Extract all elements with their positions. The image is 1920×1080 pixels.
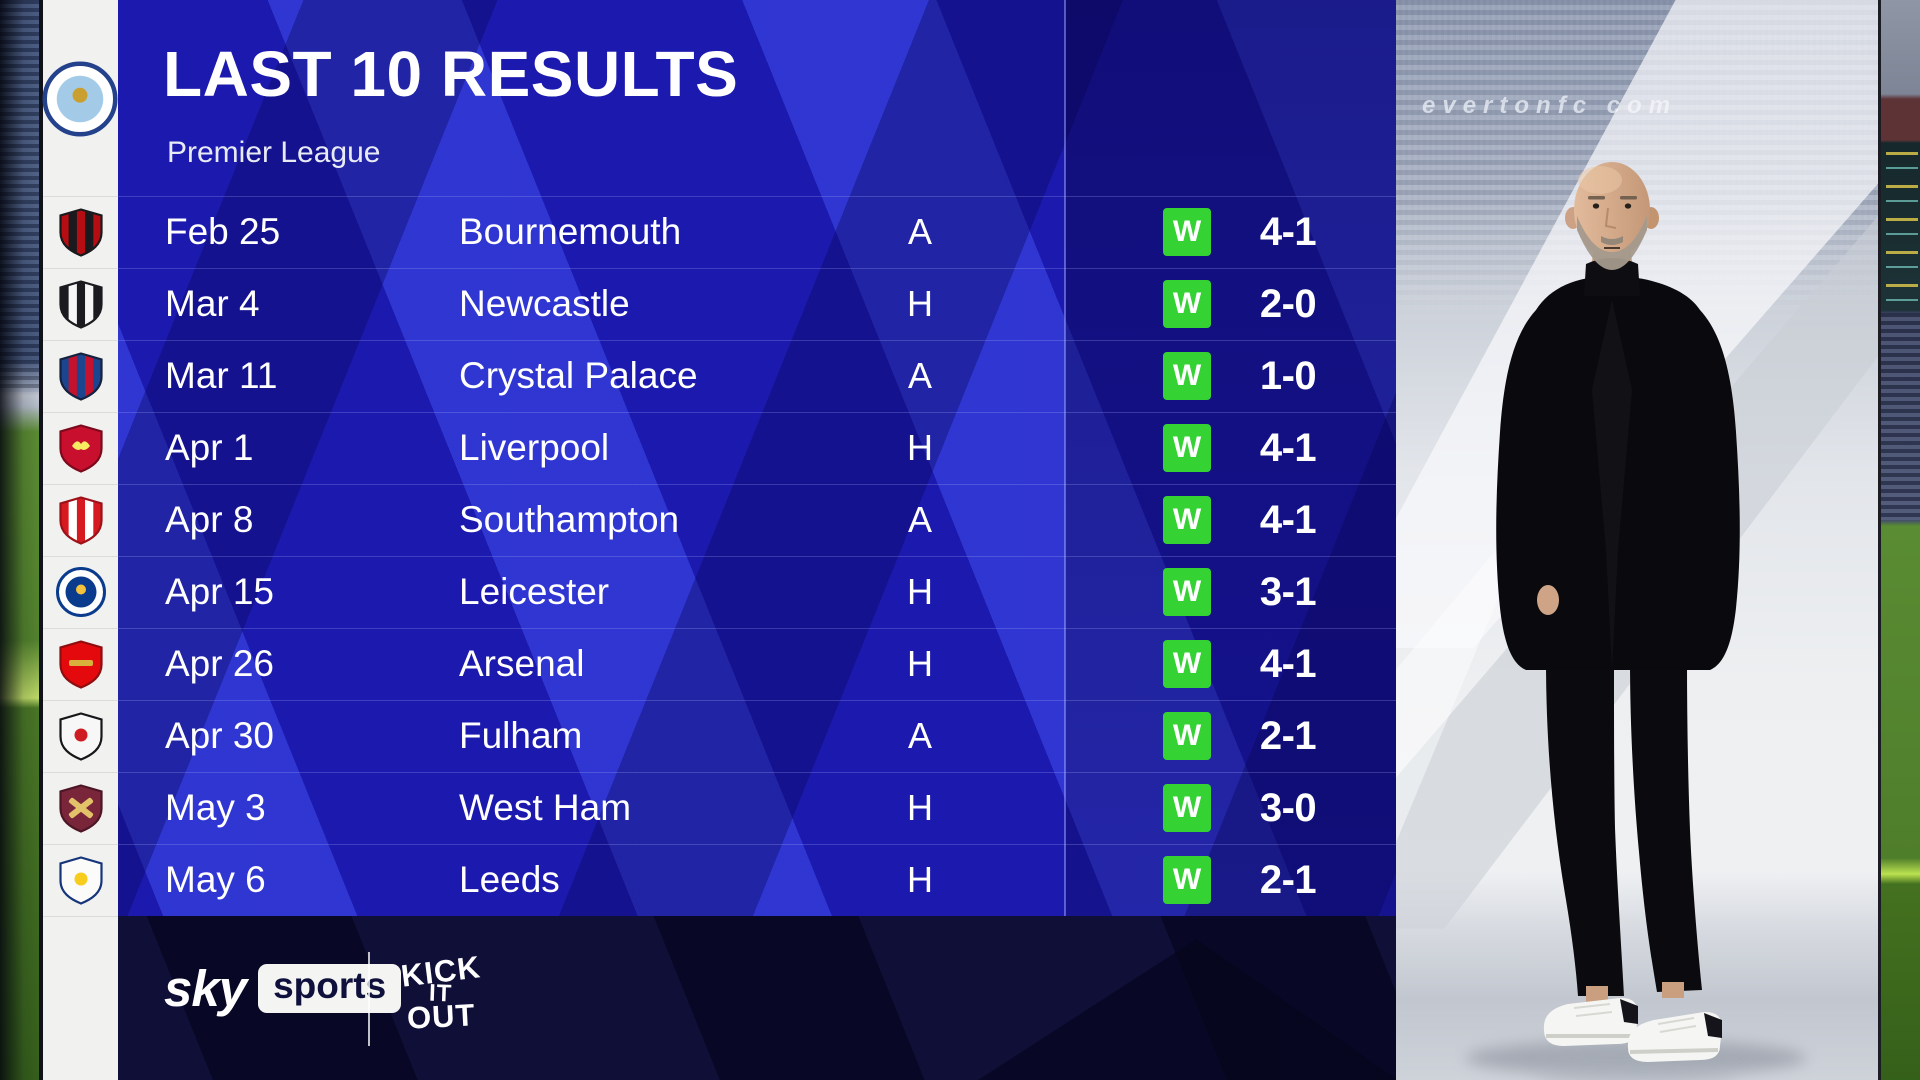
match-score: 2-1 <box>1259 714 1317 758</box>
liverpool-crest-icon <box>43 412 118 484</box>
result-row: Apr 8 Southampton A W 4-1 <box>118 484 1396 556</box>
opponent-name: Arsenal <box>459 643 585 684</box>
opponent-name: Fulham <box>459 715 583 756</box>
match-date: Apr 30 <box>165 715 275 756</box>
result-badge: W <box>1163 208 1211 256</box>
west-ham-crest-icon <box>43 772 118 844</box>
kick-it-out-logo: KICK IT OUT <box>392 944 490 1044</box>
opponent-name: Liverpool <box>459 427 610 468</box>
leeds-crest-icon <box>43 844 118 916</box>
manchester-city-crest-icon <box>41 60 119 138</box>
newcastle-crest-icon <box>43 268 118 340</box>
result-badge: W <box>1163 640 1211 688</box>
match-score: 4-1 <box>1259 426 1317 470</box>
result-badge: W <box>1163 352 1211 400</box>
venue-indicator: A <box>907 355 932 396</box>
match-score: 1-0 <box>1259 354 1317 398</box>
opponent-name: Leeds <box>459 859 560 900</box>
sky-sports-logo: sky sports <box>164 958 402 1018</box>
result-row: Apr 26 Arsenal H W 4-1 <box>118 628 1396 700</box>
match-score: 3-0 <box>1259 786 1317 830</box>
kick-it-out-word-3: OUT <box>405 997 477 1036</box>
result-badge: W <box>1163 856 1211 904</box>
match-score: 4-1 <box>1259 642 1317 686</box>
venue-indicator: H <box>907 571 933 612</box>
match-score: 4-1 <box>1259 498 1317 542</box>
fulham-crest-icon <box>43 700 118 772</box>
result-row: May 6 Leeds H W 2-1 <box>118 844 1396 916</box>
footer-chevron-shape <box>978 938 1396 1080</box>
venue-indicator: A <box>907 715 932 756</box>
bournemouth-crest-icon <box>43 196 118 268</box>
page-title: LAST 10 RESULTS <box>163 38 739 110</box>
sports-wordmark: sports <box>258 963 402 1013</box>
venue-indicator: H <box>907 859 933 900</box>
opponent-name: Bournemouth <box>459 211 682 252</box>
column-shadow-divider <box>39 0 43 1080</box>
pep-guardiola-figure <box>1466 162 1806 1080</box>
logo-divider <box>368 952 370 1046</box>
match-date: Apr 1 <box>165 427 254 468</box>
crystal-palace-crest-icon <box>43 340 118 412</box>
result-badge: W <box>1163 424 1211 472</box>
match-score: 3-1 <box>1259 570 1317 614</box>
results-table: Feb 25 Bournemouth A W 4-1 Mar 4 Newcastle H W 2-… <box>118 196 1396 916</box>
stadium-video-right-edge <box>1878 0 1920 1080</box>
leicester-crest-icon <box>43 556 118 628</box>
result-row: Mar 4 Newcastle H W 2-0 <box>118 268 1396 340</box>
opponent-name: Southampton <box>459 499 680 540</box>
southampton-crest-icon <box>43 484 118 556</box>
result-row: Feb 25 Bournemouth A W 4-1 <box>118 196 1396 268</box>
match-score: 2-1 <box>1259 858 1317 902</box>
result-badge: W <box>1163 568 1211 616</box>
venue-indicator: H <box>907 427 933 468</box>
result-badge: W <box>1163 712 1211 760</box>
match-date: Mar 4 <box>165 283 260 324</box>
venue-indicator: H <box>907 283 933 324</box>
opponent-name: Leicester <box>459 571 610 612</box>
opponent-name: West Ham <box>459 787 632 828</box>
opponent-name: Crystal Palace <box>459 355 698 396</box>
match-date: Apr 15 <box>165 571 275 612</box>
stadium-video-left-edge <box>0 0 43 1080</box>
match-score: 4-1 <box>1259 210 1317 254</box>
result-badge: W <box>1163 280 1211 328</box>
manager-photo-panel: evertonfc com <box>1396 0 1878 1080</box>
match-date: Apr 26 <box>165 643 275 684</box>
result-badge: W <box>1163 784 1211 832</box>
result-row: May 3 West Ham H W 3-0 <box>118 772 1396 844</box>
arsenal-crest-icon <box>43 628 118 700</box>
match-date: May 6 <box>165 859 266 900</box>
result-badge: W <box>1163 496 1211 544</box>
result-row: Apr 15 Leicester H W 3-1 <box>118 556 1396 628</box>
match-score: 2-0 <box>1259 282 1317 326</box>
score-column-divider <box>1064 0 1066 916</box>
venue-indicator: A <box>907 499 932 540</box>
stadium-scoreboard <box>1886 152 1918 302</box>
competition-label: Premier League <box>167 136 381 169</box>
match-date: Apr 8 <box>165 499 254 540</box>
opponent-name: Newcastle <box>459 283 630 324</box>
score-column-shade <box>1065 0 1396 916</box>
match-date: Feb 25 <box>165 211 281 252</box>
sky-wordmark: sky <box>164 959 247 1017</box>
result-row: Apr 30 Fulham A W 2-1 <box>118 700 1396 772</box>
match-date: Mar 11 <box>165 355 278 396</box>
result-row: Apr 1 Liverpool H W 4-1 <box>118 412 1396 484</box>
match-date: May 3 <box>165 787 266 828</box>
venue-indicator: H <box>907 643 933 684</box>
venue-indicator: A <box>907 211 932 252</box>
venue-indicator: H <box>907 787 933 828</box>
result-row: Mar 11 Crystal Palace A W 1-0 <box>118 340 1396 412</box>
